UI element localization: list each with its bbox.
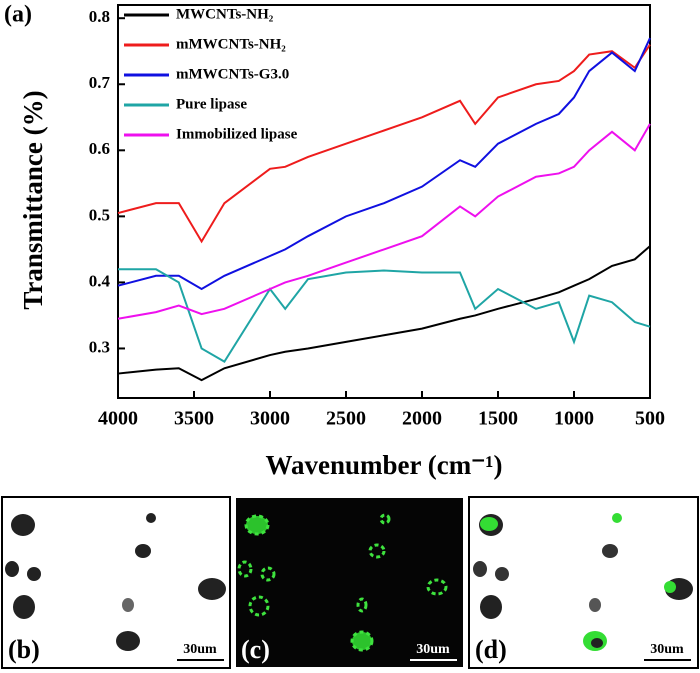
x-tick-label: 2500 — [326, 408, 366, 430]
scale-label: 30um — [416, 642, 450, 657]
panel-frame — [234, 496, 465, 669]
panel-label: (d) — [475, 635, 507, 664]
panel-b — [1, 496, 231, 669]
x-tick-label: 2000 — [402, 408, 442, 430]
panel-label: (c) — [241, 635, 270, 664]
y-tick-label: 0.5 — [89, 205, 110, 224]
panel-d — [468, 496, 699, 669]
legend-label: mMWCNTs-G3.0 — [176, 66, 289, 82]
legend-label: MWCNTs-NH₂ — [176, 6, 274, 22]
legend-label: Immobilized lipase — [176, 126, 298, 142]
plot-frame — [117, 4, 651, 399]
series-line — [117, 44, 651, 244]
y-tick-label: 0.7 — [89, 73, 111, 92]
legend-label: Pure lipase — [176, 96, 247, 112]
panel-c — [234, 496, 465, 669]
y-tick-label: 0.6 — [89, 139, 110, 158]
y-tick-label: 0.4 — [89, 271, 111, 290]
y-axis-title: Transmittance (%) — [18, 90, 48, 309]
x-tick-label: 1500 — [478, 408, 518, 430]
series-line — [117, 245, 651, 382]
panel-label: (b) — [8, 635, 40, 664]
panel-label: (a) — [4, 2, 32, 28]
particles — [237, 513, 448, 652]
x-tick-label: 4000 — [98, 408, 138, 430]
series-line — [117, 37, 651, 291]
panel-frame — [1, 496, 231, 669]
scale-label: 30um — [650, 642, 684, 657]
series-line — [118, 268, 651, 364]
x-axis-title: Wavenumber (cm⁻¹) — [265, 450, 502, 480]
x-tick-label: 3500 — [174, 408, 214, 430]
scale-label: 30um — [183, 642, 217, 657]
x-tick-label: 500 — [635, 408, 665, 430]
x-tick-label: 1000 — [554, 408, 594, 430]
y-tick-label: 0.3 — [89, 337, 110, 356]
particles — [5, 513, 226, 651]
series-line — [117, 123, 651, 320]
legend-label: mMWCNTs-NH₂ — [176, 36, 286, 52]
particles — [473, 513, 693, 651]
x-tick-label: 3000 — [250, 408, 290, 430]
y-tick-label: 0.8 — [89, 7, 110, 26]
